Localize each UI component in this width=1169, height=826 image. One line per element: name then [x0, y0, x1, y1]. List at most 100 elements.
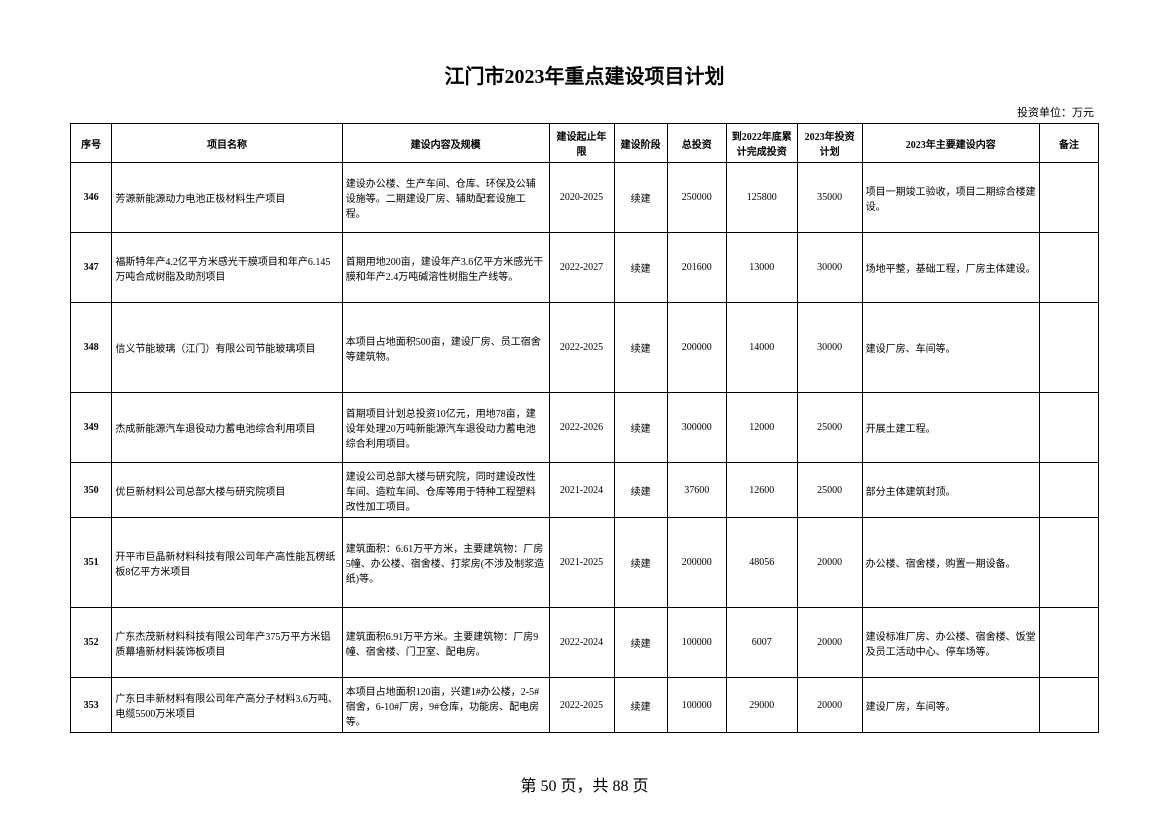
table-header-row: 序号 项目名称 建设内容及规模 建设起止年限 建设阶段 总投资 到2022年底累… [71, 124, 1099, 163]
header-period: 建设起止年限 [549, 124, 614, 163]
cell-done: 6007 [726, 608, 797, 678]
cell-plan: 20000 [797, 518, 862, 608]
header-stage: 建设阶段 [614, 124, 667, 163]
cell-invest: 300000 [667, 393, 726, 463]
cell-name: 广东日丰新材料有限公司年产高分子材料3.6万吨、电缆5500万米项目 [112, 678, 342, 733]
cell-plan: 20000 [797, 608, 862, 678]
cell-name: 广东杰茂新材料科技有限公司年产375万平方米铝质幕墙新材料装饰板项目 [112, 608, 342, 678]
table-row: 347福斯特年产4.2亿平方米感光干膜项目和年产6.145万吨合成树脂及助剂项目… [71, 233, 1099, 303]
cell-plan: 30000 [797, 303, 862, 393]
cell-name: 杰成新能源汽车退役动力蓄电池综合利用项目 [112, 393, 342, 463]
unit-label: 投资单位：万元 [70, 104, 1099, 120]
cell-remark [1039, 163, 1098, 233]
cell-name: 福斯特年产4.2亿平方米感光干膜项目和年产6.145万吨合成树脂及助剂项目 [112, 233, 342, 303]
cell-content: 建设公司总部大楼与研究院，同时建设改性车间、造粒车间、仓库等用于特种工程塑料改性… [342, 463, 549, 518]
cell-name: 优巨新材料公司总部大楼与研究院项目 [112, 463, 342, 518]
header-content: 建设内容及规模 [342, 124, 549, 163]
cell-plan: 25000 [797, 393, 862, 463]
cell-done: 14000 [726, 303, 797, 393]
cell-remark [1039, 303, 1098, 393]
cell-main: 建设厂房，车间等。 [862, 678, 1039, 733]
cell-content: 建设办公楼、生产车间、仓库、环保及公辅设施等。二期建设厂房、辅助配套设施工程。 [342, 163, 549, 233]
cell-seq: 348 [71, 303, 112, 393]
cell-stage: 续建 [614, 463, 667, 518]
cell-main: 办公楼、宿舍楼，购置一期设备。 [862, 518, 1039, 608]
cell-done: 13000 [726, 233, 797, 303]
cell-invest: 200000 [667, 518, 726, 608]
cell-remark [1039, 518, 1098, 608]
footer-current: 50 [540, 778, 556, 795]
cell-stage: 续建 [614, 393, 667, 463]
cell-invest: 37600 [667, 463, 726, 518]
cell-main: 建设厂房、车间等。 [862, 303, 1039, 393]
table-row: 349杰成新能源汽车退役动力蓄电池综合利用项目首期项目计划总投资10亿元，用地7… [71, 393, 1099, 463]
cell-main: 开展土建工程。 [862, 393, 1039, 463]
cell-seq: 349 [71, 393, 112, 463]
cell-invest: 200000 [667, 303, 726, 393]
cell-main: 建设标准厂房、办公楼、宿舍楼、饭堂及员工活动中心、停车场等。 [862, 608, 1039, 678]
cell-period: 2021-2025 [549, 518, 614, 608]
cell-content: 建筑面积：6.61万平方米，主要建筑物：厂房5幢、办公楼、宿舍楼、打浆房(不涉及… [342, 518, 549, 608]
cell-content: 本项目占地面积500亩，建设厂房、员工宿舍等建筑物。 [342, 303, 549, 393]
cell-seq: 347 [71, 233, 112, 303]
table-row: 348信义节能玻璃（江门）有限公司节能玻璃项目本项目占地面积500亩，建设厂房、… [71, 303, 1099, 393]
header-main: 2023年主要建设内容 [862, 124, 1039, 163]
cell-plan: 35000 [797, 163, 862, 233]
cell-period: 2020-2025 [549, 163, 614, 233]
table-row: 346芳源新能源动力电池正极材料生产项目建设办公楼、生产车间、仓库、环保及公辅设… [71, 163, 1099, 233]
cell-name: 信义节能玻璃（江门）有限公司节能玻璃项目 [112, 303, 342, 393]
cell-done: 12000 [726, 393, 797, 463]
header-done: 到2022年底累计完成投资 [726, 124, 797, 163]
cell-done: 48056 [726, 518, 797, 608]
cell-stage: 续建 [614, 163, 667, 233]
cell-invest: 100000 [667, 678, 726, 733]
cell-stage: 续建 [614, 518, 667, 608]
cell-seq: 353 [71, 678, 112, 733]
table-body: 346芳源新能源动力电池正极材料生产项目建设办公楼、生产车间、仓库、环保及公辅设… [71, 163, 1099, 733]
cell-period: 2021-2024 [549, 463, 614, 518]
table-row: 353广东日丰新材料有限公司年产高分子材料3.6万吨、电缆5500万米项目本项目… [71, 678, 1099, 733]
cell-seq: 346 [71, 163, 112, 233]
cell-seq: 350 [71, 463, 112, 518]
cell-plan: 20000 [797, 678, 862, 733]
cell-stage: 续建 [614, 233, 667, 303]
table-row: 352广东杰茂新材料科技有限公司年产375万平方米铝质幕墙新材料装饰板项目建筑面… [71, 608, 1099, 678]
page-footer: 第 50 页，共 88 页 [0, 772, 1169, 796]
cell-period: 2022-2025 [549, 678, 614, 733]
cell-name: 开平市巨晶新材料科技有限公司年产高性能瓦楞纸板8亿平方米项目 [112, 518, 342, 608]
cell-done: 125800 [726, 163, 797, 233]
header-remark: 备注 [1039, 124, 1098, 163]
document-title: 江门市2023年重点建设项目计划 [70, 60, 1099, 89]
cell-main: 场地平整，基础工程，厂房主体建设。 [862, 233, 1039, 303]
cell-main: 部分主体建筑封顶。 [862, 463, 1039, 518]
cell-name: 芳源新能源动力电池正极材料生产项目 [112, 163, 342, 233]
cell-stage: 续建 [614, 608, 667, 678]
header-invest: 总投资 [667, 124, 726, 163]
cell-invest: 100000 [667, 608, 726, 678]
cell-period: 2022-2027 [549, 233, 614, 303]
cell-invest: 250000 [667, 163, 726, 233]
cell-content: 首期用地200亩，建设年产3.6亿平方米感光干膜和年产2.4万吨碱溶性树脂生产线… [342, 233, 549, 303]
cell-remark [1039, 463, 1098, 518]
cell-period: 2022-2026 [549, 393, 614, 463]
cell-stage: 续建 [614, 678, 667, 733]
cell-content: 建筑面积6.91万平方米。主要建筑物：厂房9幢、宿舍楼、门卫室、配电房。 [342, 608, 549, 678]
cell-plan: 25000 [797, 463, 862, 518]
cell-content: 本项目占地面积120亩，兴建1#办公楼，2-5#宿舍，6-10#厂房，9#仓库，… [342, 678, 549, 733]
cell-remark [1039, 233, 1098, 303]
header-name: 项目名称 [112, 124, 342, 163]
cell-remark [1039, 393, 1098, 463]
cell-done: 12600 [726, 463, 797, 518]
cell-invest: 201600 [667, 233, 726, 303]
footer-suffix: 页 [629, 778, 649, 795]
footer-mid: 页，共 [556, 778, 612, 795]
cell-period: 2022-2024 [549, 608, 614, 678]
footer-total: 88 [613, 778, 629, 795]
cell-main: 项目一期竣工验收，项目二期综合楼建设。 [862, 163, 1039, 233]
cell-seq: 352 [71, 608, 112, 678]
project-table: 序号 项目名称 建设内容及规模 建设起止年限 建设阶段 总投资 到2022年底累… [70, 123, 1099, 733]
cell-done: 29000 [726, 678, 797, 733]
cell-period: 2022-2025 [549, 303, 614, 393]
header-seq: 序号 [71, 124, 112, 163]
cell-seq: 351 [71, 518, 112, 608]
